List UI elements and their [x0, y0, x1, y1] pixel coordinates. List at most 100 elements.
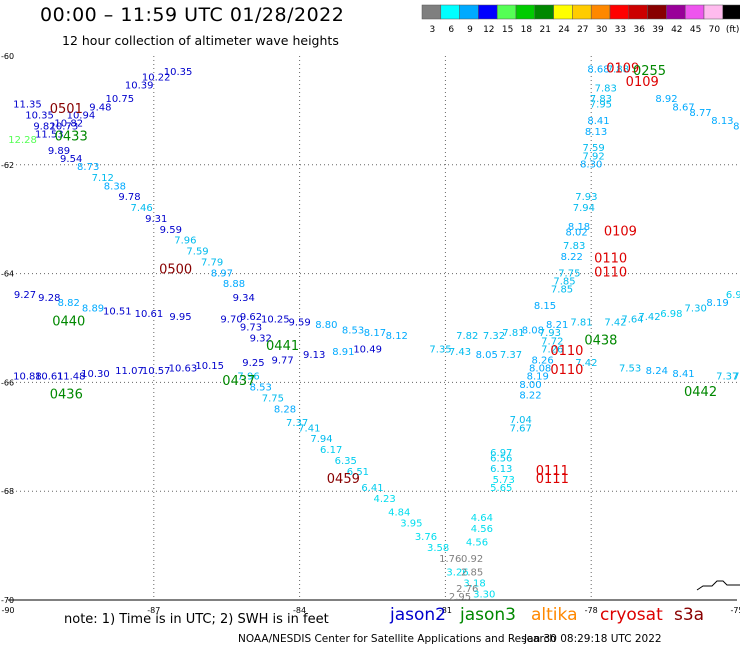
wave-height-label: 7.72: [541, 336, 563, 347]
scale-swatch: [666, 4, 686, 20]
wave-height-label: 6.41: [361, 483, 383, 494]
wave-height-label: 7.75: [733, 372, 740, 383]
wave-height-label: 9.31: [145, 214, 167, 225]
wave-height-label: 6.17: [320, 445, 342, 456]
wave-height-label: 6.35: [335, 456, 357, 467]
wave-height-label: 10.39: [125, 81, 154, 92]
pass-time-label: 0109: [606, 61, 639, 76]
pass-time-label: 0433: [55, 129, 88, 144]
lat-tick-label: -62: [1, 161, 14, 170]
scale-label: 9: [467, 25, 473, 35]
scale-label: 15: [502, 25, 513, 35]
wave-height-label: 7.83: [595, 83, 617, 94]
lat-tick-label: -60: [1, 52, 14, 61]
scale-label: 27: [577, 25, 588, 35]
pass-time-label: 0110: [594, 252, 627, 267]
lon-tick-label: -75: [730, 606, 740, 615]
legend-cryosat: cryosat: [600, 605, 663, 625]
pass-time-label: 0501: [50, 102, 83, 117]
lat-tick-label: -68: [1, 487, 14, 496]
pass-time-label: 0111: [536, 464, 569, 479]
wave-height-label: 7.82: [456, 331, 478, 342]
wave-height-label: 10.61: [35, 372, 64, 383]
wave-height-label: 12.28: [8, 135, 37, 146]
wave-height-label: 10.35: [25, 111, 54, 122]
legend-altika: altika: [531, 605, 578, 625]
wave-height-label: 6.99: [726, 290, 740, 301]
wave-height-label: 9.62: [240, 312, 262, 323]
wave-height-label: 7.42: [604, 317, 626, 328]
wave-height-label: 11.53: [35, 130, 64, 141]
pass-time-label: 0436: [50, 388, 83, 403]
wave-height-label: 9.48: [89, 102, 111, 113]
wave-height-label: 9.13: [303, 350, 325, 361]
wave-height-label: 6.56: [490, 453, 512, 464]
wave-height-label: 8.26: [531, 355, 553, 366]
color-scale: 3 6 9 12 15 18 21 24 27 30 33 36 39 42 45 70 (ft): [421, 4, 740, 35]
wave-height-label: 9.95: [169, 312, 191, 323]
wave-height-label: 8.33: [733, 121, 740, 132]
scale-label: 21: [539, 25, 550, 35]
wave-height-label: 10.15: [195, 361, 224, 372]
wave-height-label: 4.64: [471, 513, 493, 524]
wave-height-label: 8.02: [565, 228, 587, 239]
wave-height-label: 4.56: [471, 524, 493, 535]
scale-label: 30: [596, 25, 608, 35]
wave-height-label: 11.35: [13, 100, 42, 111]
wave-height-label: 9.73: [240, 323, 262, 334]
wave-height-label: 9.82: [33, 121, 55, 132]
wave-height-label: 7.04: [510, 415, 532, 426]
wave-height-label: 7.35: [429, 344, 451, 355]
wave-height-label: 8.28: [274, 404, 296, 415]
wave-height-label: 9.34: [233, 293, 255, 304]
footer-note: note: 1) Time is in UTC; 2) SWH is in fe…: [64, 612, 329, 627]
wave-height-label: 1.76: [439, 554, 461, 565]
wave-height-label: 7.83: [590, 94, 612, 105]
wave-height-label: 10.30: [81, 369, 110, 380]
wave-height-label: 8.67: [672, 102, 694, 113]
wave-height-label: 8.30: [580, 160, 602, 171]
wave-labels: 10.3510.2210.3910.759.4810.9410.8211.351…: [8, 61, 740, 603]
wave-height-label: 8.19: [706, 298, 728, 309]
wave-height-label: 2.85: [461, 568, 483, 579]
wave-height-label: 8.89: [82, 304, 104, 315]
lat-tick-label: -64: [1, 270, 14, 279]
wave-height-label: 9.77: [271, 355, 293, 366]
wave-height-label: 10.75: [105, 94, 134, 105]
wave-height-label: 8.53: [250, 383, 272, 394]
wave-height-label: 10.35: [164, 67, 193, 78]
wave-height-label: 7.93: [575, 192, 597, 203]
wave-height-label: 7.12: [92, 173, 114, 184]
pass-time-label: 0442: [684, 385, 717, 400]
page-subtitle: 12 hour collection of altimeter wave hei…: [62, 33, 339, 48]
scale-label: 3: [430, 25, 436, 35]
scale-label: 6: [448, 25, 454, 35]
pass-time-label: 0438: [584, 333, 617, 348]
wave-height-label: 8.80: [315, 320, 337, 331]
wave-height-label: 7.43: [449, 347, 471, 358]
wave-height-label: 6.98: [660, 309, 682, 320]
wave-height-label: 7.32: [483, 331, 505, 342]
wave-height-label: 5.73: [493, 475, 515, 486]
wave-height-label: 8.41: [672, 369, 694, 380]
scale-swatch: [440, 4, 460, 20]
legend-s3a: s3a: [674, 605, 705, 625]
wave-height-label: 4.56: [466, 538, 488, 549]
scale-swatch: [515, 4, 536, 20]
wave-height-label: 7.75: [262, 393, 284, 404]
wave-height-label: 10.63: [169, 364, 198, 375]
wave-height-label: 8.15: [534, 301, 556, 312]
wave-height-label: 8.22: [561, 252, 583, 263]
wave-height-label: 7.67: [510, 423, 532, 434]
wave-height-label: 8.18: [568, 222, 590, 233]
wave-height-label: 7.83: [563, 241, 585, 252]
wave-height-label: 6.97: [490, 448, 512, 459]
lat-tick-label: -66: [1, 378, 14, 387]
scale-label: 18: [521, 25, 533, 35]
wave-height-label: 7.30: [685, 304, 707, 315]
scale-swatch: [647, 4, 667, 20]
wave-height-label: 9.78: [118, 192, 140, 203]
pass-time-label: 0459: [327, 472, 360, 487]
pass-time-label: 0110: [550, 363, 583, 378]
